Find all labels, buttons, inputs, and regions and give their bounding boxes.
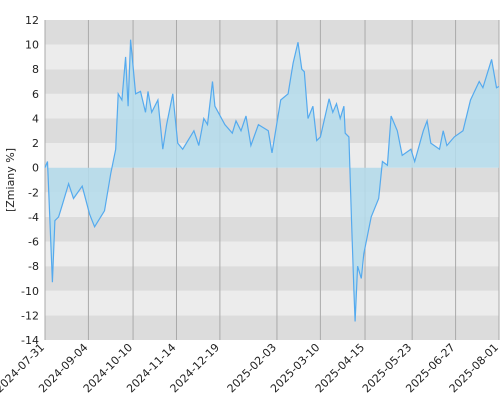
grid-band [45,192,499,217]
y-tick-label: 0 [32,162,39,175]
grid-band [45,167,499,193]
y-tick-label: -6 [28,236,39,249]
y-tick-label: 6 [32,88,39,101]
y-tick-label: 8 [32,63,39,76]
line [44,39,500,322]
y-tick-label: -8 [28,260,39,273]
grid-band [45,20,499,45]
y-tick-label: 10 [25,39,39,52]
y-tick-label: -14 [21,334,39,347]
grid-band [45,93,499,119]
grid-band [45,315,499,340]
y-tick-label: -2 [28,186,39,199]
grid-band [45,241,499,267]
grid-band [45,69,499,94]
grid-band [45,216,499,242]
y-tick-label: -4 [28,211,39,224]
grid-band [45,290,499,316]
y-tick-label: -12 [21,309,39,322]
y-tick-label: 12 [25,14,39,27]
y-axis-label: [Zmiany %] [4,148,17,212]
grid-band [45,118,499,144]
y-tick-label: 4 [32,112,39,125]
y-tick-label: 2 [32,137,39,150]
grid-band [45,44,499,70]
grid-band [45,266,499,291]
y-tick-label: -10 [21,285,39,298]
